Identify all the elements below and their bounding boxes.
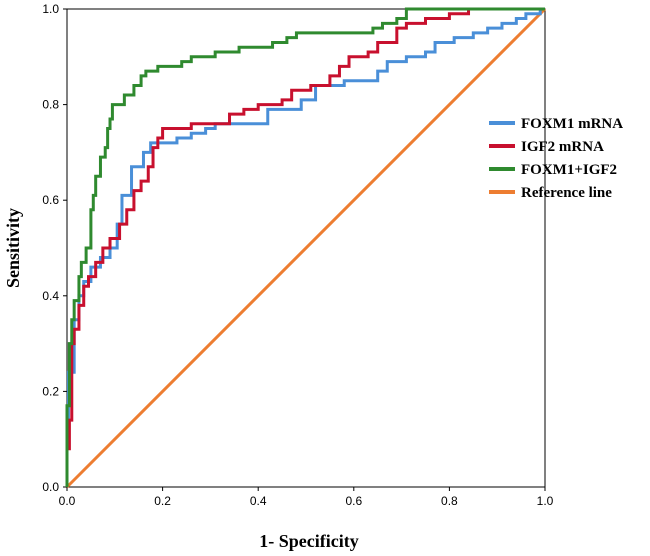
- series-lines: [65, 7, 547, 489]
- y-tick-label: 0.4: [42, 289, 59, 303]
- x-tick-label: 0.4: [250, 494, 267, 508]
- series-line-igf2-mrna: [65, 7, 545, 487]
- series-line-foxm1-mrna: [65, 7, 545, 487]
- x-tick-label: 0.0: [59, 494, 76, 508]
- x-tick-label: 0.6: [345, 494, 362, 508]
- legend: FOXM1 mRNA IGF2 mRNA FOXM1+IGF2 Reference l…: [489, 116, 623, 201]
- x-tick-label: 0.8: [441, 494, 458, 508]
- legend-label: FOXM1+IGF2: [521, 162, 617, 178]
- y-tick-label: 0.2: [42, 384, 59, 398]
- x-tick-label: 1.0: [537, 494, 554, 508]
- series-line-foxm1-igf2: [65, 7, 545, 487]
- y-tick-label: 0.0: [42, 480, 59, 494]
- legend-label: FOXM1 mRNA: [521, 116, 623, 132]
- y-axis-title: Sensitivity: [3, 208, 23, 288]
- y-tick-label: 0.8: [42, 98, 59, 112]
- y-tick-label: 0.6: [42, 193, 59, 207]
- series-line-reference-line: [65, 7, 547, 489]
- legend-label: IGF2 mRNA: [521, 139, 604, 155]
- legend-label: Reference line: [521, 185, 612, 201]
- x-tick-label: 0.2: [154, 494, 171, 508]
- tick-labels: 0.0 0.2 0.4 0.6 0.8 1.0 0.0 0.2 0.4 0.6 0.8 1.0: [42, 2, 553, 508]
- y-tick-label: 1.0: [42, 2, 59, 16]
- x-axis-title: 1- Specificity: [259, 531, 358, 551]
